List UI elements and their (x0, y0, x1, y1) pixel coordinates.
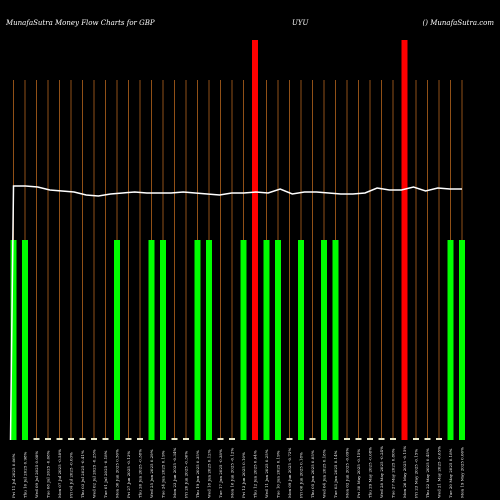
header-right: () MunafaSutra.com (423, 19, 495, 27)
x-tick-label: Tue 10 Jun 2025 0.19% (276, 450, 281, 498)
bar (390, 438, 396, 440)
x-tick-label: Wed 18 Jun 2025 0.12% (207, 449, 212, 498)
bar (355, 438, 362, 440)
x-tick-label: Tue 27 May 2025 0.80% (391, 448, 396, 498)
x-tick-label: Fri 11 Jul 2025 0.06% (11, 453, 16, 498)
x-tick-label: Thu 10 Jul 2025 0.98% (23, 451, 28, 498)
x-tick-label: Fri 04 Jul 2025 -0.03% (69, 452, 74, 498)
x-tick-label: Mon 07 Jul 2025 -0.58% (57, 449, 62, 498)
bar (68, 438, 74, 440)
bar (263, 240, 270, 440)
x-tick-label: Fri 06 Jun 2025 0.18% (299, 452, 304, 498)
bar (401, 40, 408, 440)
bar (22, 240, 28, 440)
bar (229, 438, 235, 440)
x-tick-label: Thu 26 Jun 2025 -0.38% (138, 449, 143, 498)
bar (378, 438, 385, 440)
bar (459, 240, 465, 440)
bar (252, 40, 258, 440)
bar (160, 240, 166, 440)
x-tick-label: Fri 13 Jun 2025 0.10% (241, 452, 246, 498)
bar (137, 438, 143, 440)
bar (33, 438, 40, 440)
bar (309, 438, 316, 440)
bar (286, 438, 293, 440)
x-tick-label: Wed 28 May 2025 -0.24% (379, 446, 384, 498)
bar (206, 240, 212, 440)
bar (424, 438, 431, 440)
x-tick-label: Thu 19 Jun 2025 0.35% (195, 450, 200, 498)
x-tick-label: Mon 16 Jun 2025 -0.12% (230, 448, 235, 498)
x-tick-label: Mon 19 May 2025 0.06% (460, 447, 465, 498)
x-tick-label: Mon 02 Jun 2025 -0.09% (345, 448, 350, 498)
money-flow-line (9, 185, 462, 441)
bar (91, 438, 97, 440)
bar (413, 438, 419, 440)
x-tick-label: Thu 29 May 2025 -0.08% (368, 447, 373, 498)
bar (194, 240, 201, 440)
x-tick-label: Wed 09 Jul 2025 0.08% (34, 451, 39, 498)
x-tick-label: Mon 09 Jun 2025 -0.72% (287, 448, 292, 498)
bar (240, 240, 247, 440)
bar (171, 438, 178, 440)
x-tick-label: Tue 08 Jul 2025 -0.08% (46, 450, 51, 498)
x-tick-label: Mon 30 Jun 2025 0.50% (115, 449, 120, 498)
bar (102, 438, 109, 440)
x-tick-label: Wed 21 May 2025 -0.65% (437, 446, 442, 498)
bar (367, 438, 373, 440)
bar (56, 438, 63, 440)
x-tick-label: Tue 03 Jun 2025 0.14% (333, 450, 338, 498)
x-tick-label: Tue 20 May 2025 0.18% (448, 448, 453, 498)
bar (79, 438, 86, 440)
x-tick-label: Thu 22 May 2025 0.45% (425, 448, 430, 498)
x-tick-label: Mon 23 Jun 2025 -0.34% (172, 448, 177, 498)
bar (183, 438, 189, 440)
x-tick-label: Tue 24 Jun 2025 0.19% (161, 450, 166, 498)
x-tick-label: Wed 11 Jun 2025 0.25% (264, 449, 269, 498)
header-left: MunafaSutra Money Flow Charts for GBP (5, 19, 155, 27)
header-center: UYU (292, 19, 310, 27)
x-tick-label: Thu 12 Jun 2025 0.64% (253, 450, 258, 498)
x-axis-labels: Fri 11 Jul 2025 0.06% Thu 10 Jul 2025 0.9… (11, 446, 465, 498)
x-tick-label: Thu 03 Jul 2025 -0.41% (80, 450, 85, 498)
x-tick-label: Wed 02 Jul 2025 -0.25% (92, 449, 97, 498)
bar (344, 438, 350, 440)
bar (148, 240, 155, 440)
bar (217, 438, 224, 440)
bar (298, 240, 304, 440)
bar (447, 240, 454, 440)
line-series (9, 185, 462, 441)
x-tick-label: Wed 25 Jun 2025 0.29% (149, 449, 154, 498)
bar (332, 240, 339, 440)
bar (321, 240, 327, 440)
bar (436, 438, 442, 440)
bar (45, 438, 51, 440)
x-tick-label: Thu 05 Jun 2025 0.05% (310, 450, 315, 498)
x-tick-label: Mon 26 May 2025 -0.15% (402, 446, 407, 498)
x-tick-label: Tue 01 Jul 2025 -0.18% (103, 450, 108, 498)
bar (114, 240, 120, 440)
x-tick-label: Wed 04 Jun 2025 0.18% (322, 449, 327, 498)
x-tick-label: Fri 23 May 2025 -0.15% (414, 449, 419, 498)
x-tick-label: Fri 30 May 2025 -0.15% (356, 449, 361, 498)
bar-series (10, 40, 465, 440)
x-tick-label: Fri 27 Jun 2025 -0.13% (126, 451, 131, 498)
bar (10, 240, 17, 440)
bar (125, 438, 132, 440)
bar (275, 240, 281, 440)
x-tick-label: Tue 17 Jun 2025 -0.38% (218, 449, 223, 498)
x-tick-label: Fri 20 Jun 2025 -0.36% (184, 451, 189, 498)
